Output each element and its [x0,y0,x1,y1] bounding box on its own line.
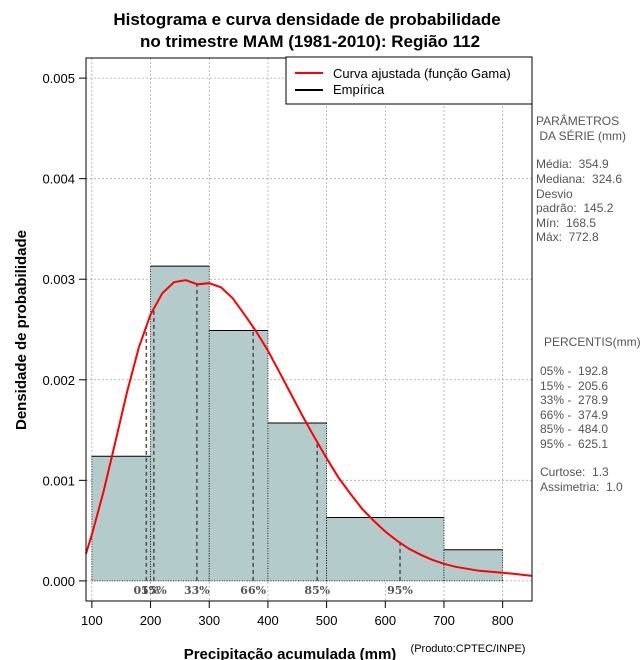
stat-min: Mín: 168.5 [536,215,597,230]
y-tick-label-1: 0.001 [42,473,75,488]
fitted-curve-group [85,279,533,577]
percentile-lines [145,284,401,581]
stat-desvio-1: Desvio [536,186,573,201]
legend-label-fitted: Curva ajustada (função Gama) [333,66,511,81]
x-tick-label-1: 200 [140,613,162,628]
x-tick-label-2: 300 [198,613,220,628]
x-tick-label-0: 100 [81,613,103,628]
y-tick-label-3: 0.003 [42,272,75,287]
chart-title-line2: no trimestre MAM (1981-2010): Região 112 [140,32,480,51]
stat-max: Máx: 772.8 [536,230,599,244]
y-tick-label-2: 0.002 [42,373,75,388]
stat-media: Média: 354.9 [536,157,609,171]
legend: Curva ajustada (função Gama) Empírica [285,56,533,105]
params-title-2: DA SÉRIE (mm) [536,128,627,143]
x-tick-label-4: 500 [316,613,338,628]
x-tick-label-6: 700 [433,613,455,628]
stat-curtose: Curtose: 1.3 [540,465,609,479]
percentile-label-15: 15% [141,584,167,597]
params-title-1: PARÂMETROS [536,114,620,128]
percentile-label-05: 05% [133,584,159,597]
percentil-15: 15% - 205.6 [540,378,609,393]
percentile-label-66: 66% [240,584,266,597]
percentil-85: 85% - 484.0 [540,422,609,436]
histogram-bar-4 [326,517,444,581]
percentil-05: 05% - 192.8 [540,364,609,378]
legend-box [285,56,533,105]
x-tick-label-3: 400 [257,613,279,628]
histogram-bar-2 [209,330,268,581]
y-tick-label-4: 0.004 [42,172,75,187]
y-axis-label: Densidade de probabilidade [13,230,30,430]
x-axis: 100 200 300 400 500 600 700 800 [81,600,514,628]
percentil-66: 66% - 374.9 [540,407,609,422]
x-tick-label-5: 600 [374,613,396,628]
y-tick-label-0: 0.000 [42,574,75,589]
percentil-33: 33% - 278.9 [540,393,609,407]
stat-desvio-2: padrão: 145.2 [536,201,614,215]
y-axis: 0.000 0.001 0.002 0.003 0.004 0.005 [42,71,87,589]
credit-text: (Produto:CPTEC/INPE) [411,643,526,655]
fitted-gamma-curve [85,279,533,577]
percentile-label-85: 85% [304,584,330,597]
percentis-title: PERCENTIS(mm) [544,335,640,349]
stat-mediana: Mediana: 324.6 [536,172,623,186]
legend-label-empirical: Empírica [333,82,385,97]
percentile-label-33: 33% [184,584,210,597]
stat-assimetria: Assimetria: 1.0 [540,479,623,494]
percentile-labels: 05%15% 33% 66% 85% 95% [133,584,413,597]
histogram-bar-1 [150,266,210,581]
histogram-bars [91,265,504,582]
percentil-95: 95% - 625.1 [540,436,609,451]
percentile-label-95: 95% [387,584,413,597]
histogram-bar-0 [91,456,151,581]
x-axis-label: Precipitação acumulada (mm) [184,646,397,660]
y-tick-label-5: 0.005 [42,71,75,86]
chart-title-line1: Histograma e curva densidade de probabil… [113,10,500,29]
x-tick-label-7: 800 [492,613,514,628]
